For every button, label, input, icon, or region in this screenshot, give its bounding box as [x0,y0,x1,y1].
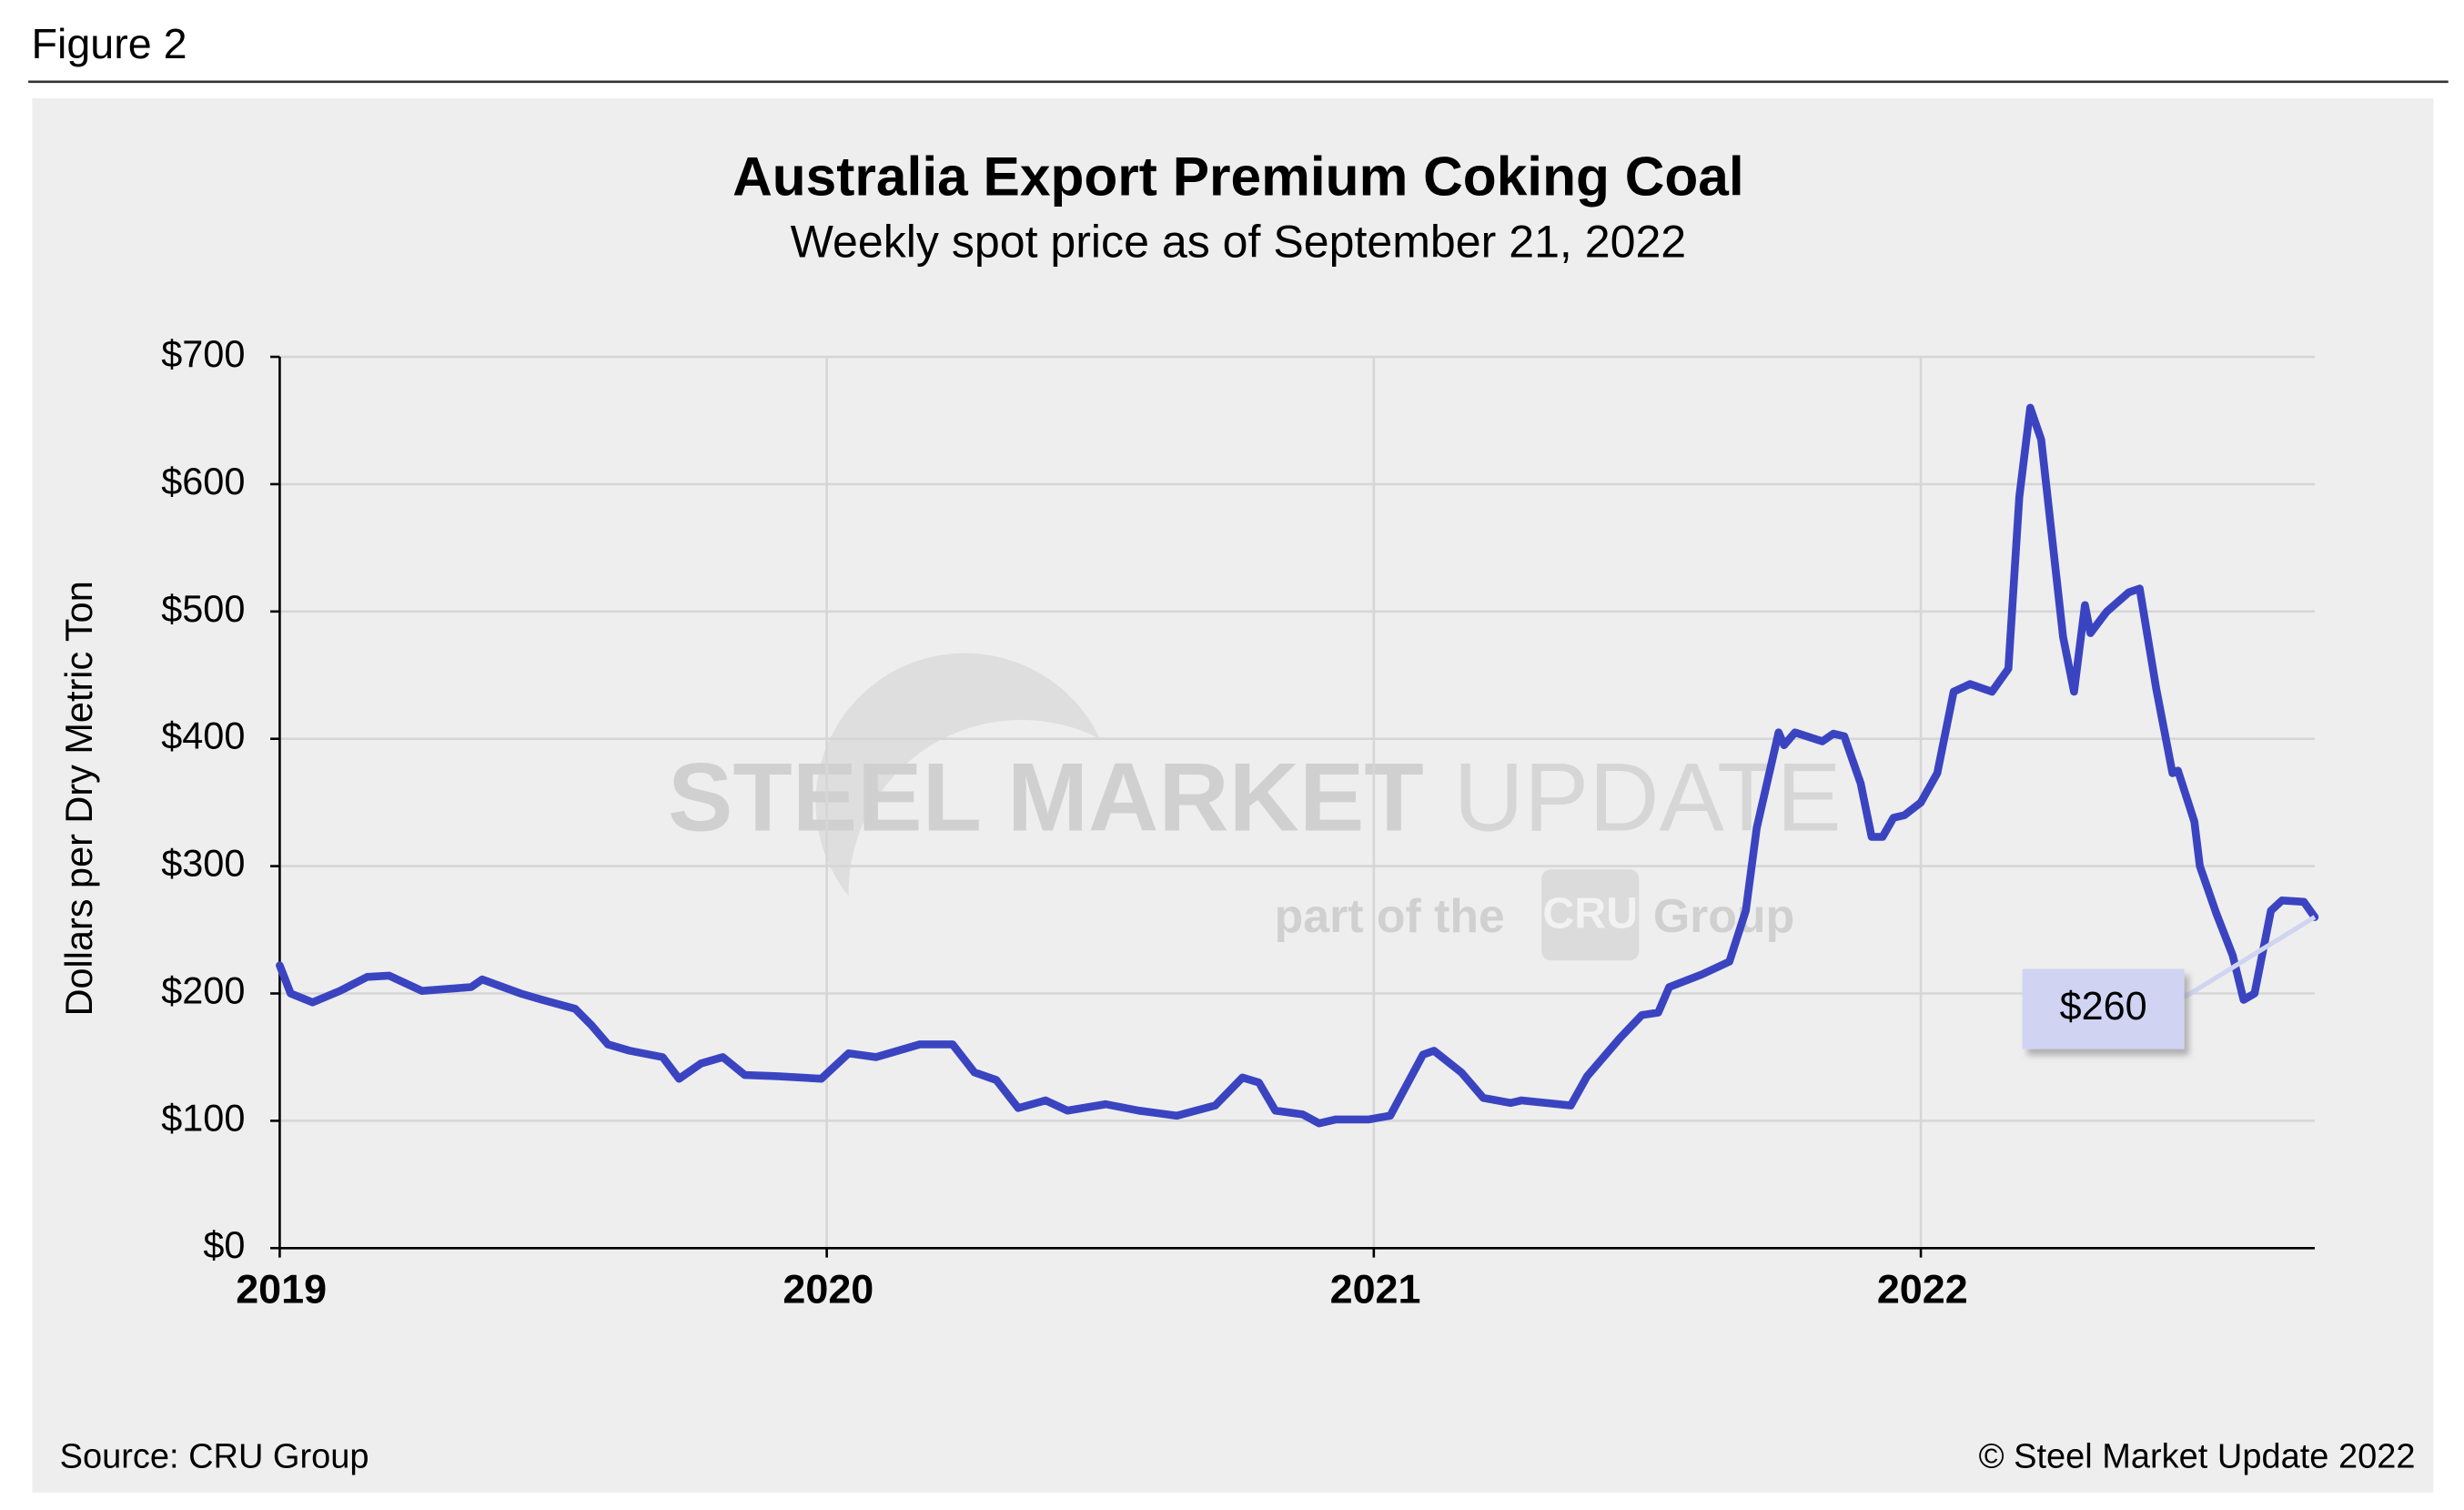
x-tick-label: 2022 [1877,1265,1968,1312]
watermark [815,653,1640,961]
chart-subtitle: Weekly spot price as of September 21, 20… [791,217,1686,268]
y-tick-label: $0 [203,1223,245,1266]
y-tick-label: $600 [161,460,245,502]
chart-panel [27,93,2439,1498]
annotation-box [2022,968,2185,1049]
watermark-brand: STEEL MARKET [668,743,1424,852]
x-tick-label: 2019 [236,1265,327,1312]
y-tick-label: $500 [161,587,245,630]
y-tick-label: $700 [161,332,245,375]
y-axis-label: Dollars per Dry Metric Ton [57,581,100,1016]
watermark-brand-light: UPDATE [1454,743,1842,852]
y-tick-label: $100 [161,1096,245,1139]
source-note: Source: CRU Group [60,1438,369,1476]
data-label: $260 [2060,985,2147,1029]
watermark-logo-box [1541,869,1640,961]
y-tick-label: $200 [161,968,245,1011]
y-tick-label: $400 [161,714,245,757]
watermark-text: STEEL MARKET UPDATE part of the CRU Grou… [668,743,1842,942]
plot-area: $0 $100 $200 $300 $400 $500 $600 $700 2019 2020 20… [161,332,2319,1312]
watermark-logo: CRU [1542,889,1638,938]
watermark-tagline: part of the [1275,889,1505,942]
x-tick-label: 2020 [783,1265,874,1312]
annotation-leader [2183,915,2317,999]
x-tick-label: 2021 [1330,1265,1421,1312]
data-line [276,403,2319,1128]
figure-label: Figure 2 [32,20,187,67]
chart-title: Australia Export Premium Coking Coal [732,146,1744,208]
watermark-group: Group [1653,889,1794,942]
watermark-arc [815,653,1100,897]
copyright-note: © Steel Market Update 2022 [1979,1438,2416,1476]
y-tick-label: $300 [161,842,245,885]
